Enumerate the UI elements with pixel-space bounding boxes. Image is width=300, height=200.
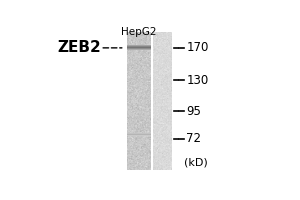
Text: 95: 95 [186, 105, 201, 118]
Bar [127, 33, 150, 170]
Text: (kD): (kD) [184, 158, 208, 168]
Text: 72: 72 [186, 132, 201, 145]
Text: 170: 170 [186, 41, 209, 54]
Text: ZEB2: ZEB2 [58, 40, 101, 55]
Text: HepG2: HepG2 [121, 27, 156, 37]
Text: 130: 130 [186, 74, 208, 87]
